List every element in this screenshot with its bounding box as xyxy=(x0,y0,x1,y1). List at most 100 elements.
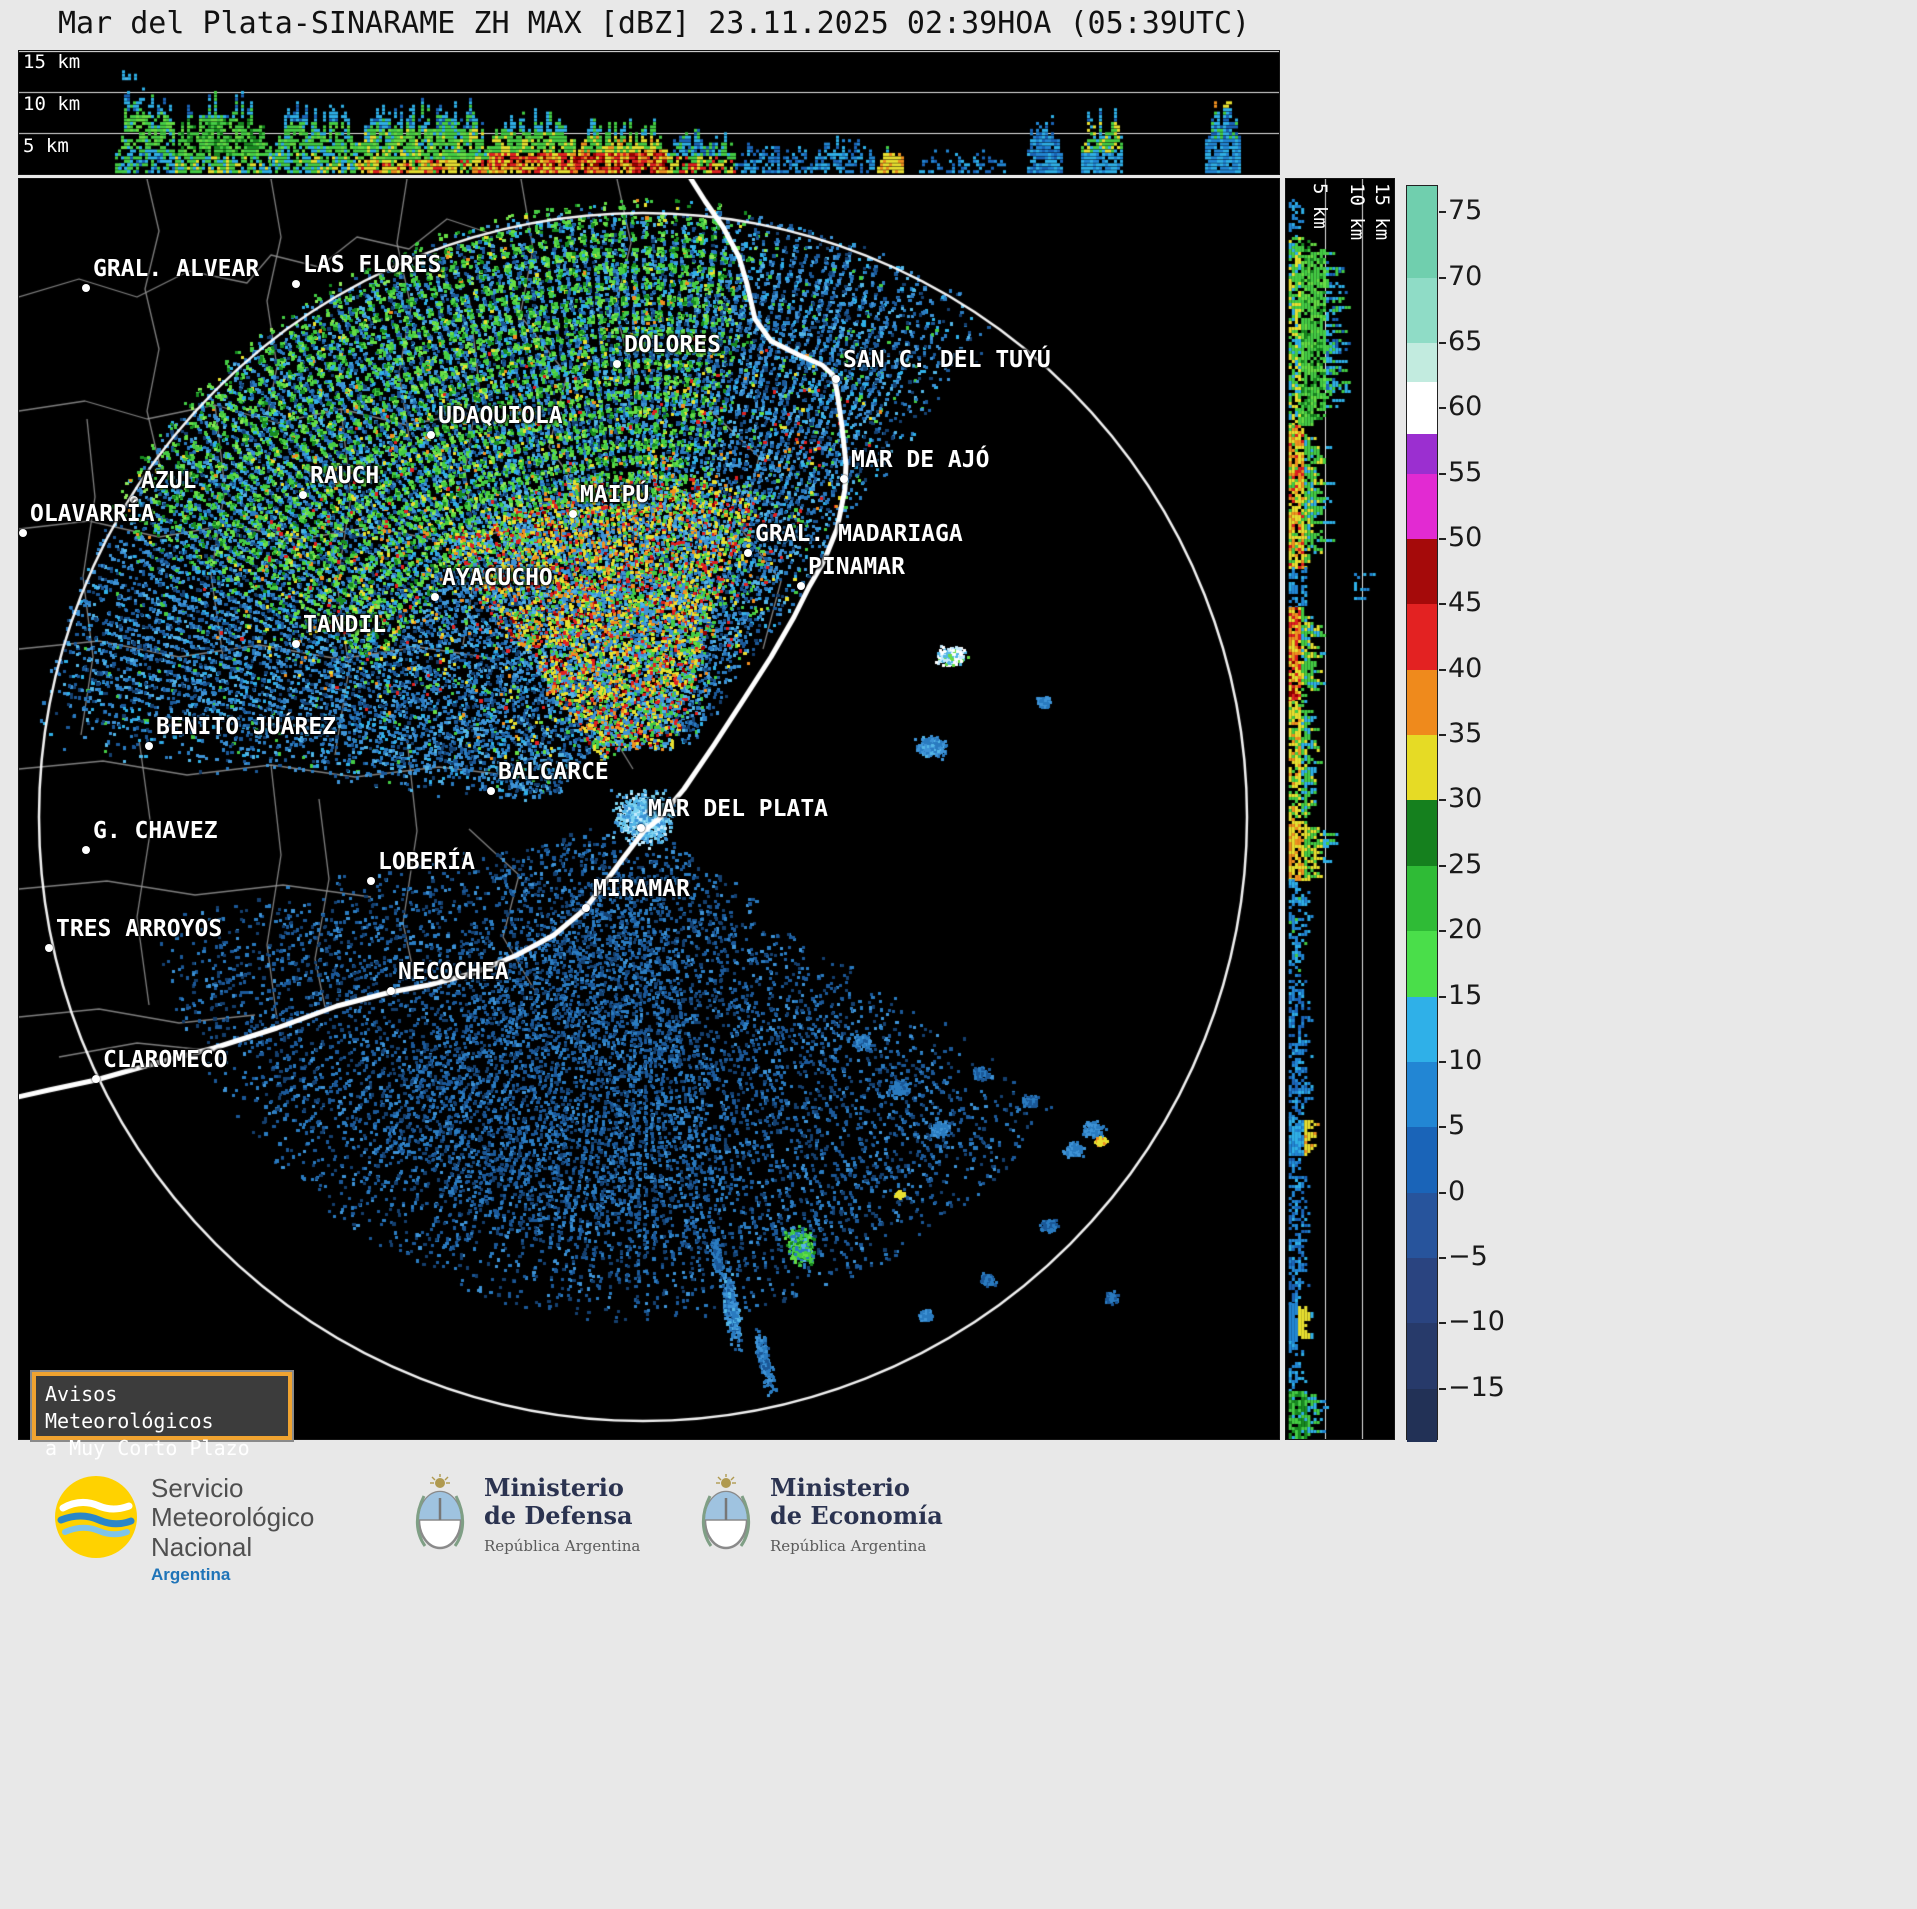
colorbar-tick xyxy=(1439,930,1446,933)
colorbar-tick xyxy=(1439,276,1446,279)
colorbar-tick-label: 35 xyxy=(1448,718,1483,750)
colorbar-segment xyxy=(1407,996,1437,1063)
city-dot xyxy=(145,742,153,750)
city-dot xyxy=(292,280,300,288)
city-label: MIRAMAR xyxy=(593,876,690,902)
colorbar-tick xyxy=(1439,1256,1446,1259)
smn-wordmark: Servicio Meteorológico Nacional Argentin… xyxy=(151,1473,315,1585)
city-dot xyxy=(19,529,27,537)
city-dot xyxy=(832,375,840,383)
colorbar-segment xyxy=(1407,669,1437,736)
colorbar-tick xyxy=(1439,537,1446,540)
city-label: AYACUCHO xyxy=(442,565,553,591)
colorbar-segment xyxy=(1407,1127,1437,1194)
colorbar-tick xyxy=(1439,1191,1446,1194)
dbz-colorbar xyxy=(1406,185,1446,1442)
colorbar-tick-label: 50 xyxy=(1448,521,1483,553)
colorbar-tick-label: 20 xyxy=(1448,914,1483,946)
dbz-colorbar-ticks: 75 70 65 60 55 50 45 40 35 30 25 20 15 10 5 0 −5 −10 −15 xyxy=(1448,185,1538,1445)
colorbar-tick-label: 55 xyxy=(1448,456,1483,488)
coat-of-arms-icon xyxy=(415,1474,465,1550)
colorbar-tick-label: 60 xyxy=(1448,391,1483,423)
city-label: TRES ARROYOS xyxy=(56,916,223,942)
colorbar-tick xyxy=(1439,864,1446,867)
alert-banner-line1: Avisos Meteorológicos xyxy=(45,1382,214,1433)
city-dot xyxy=(569,510,577,518)
city-dot xyxy=(45,944,53,952)
colorbar-segment xyxy=(1407,931,1437,998)
colorbar-tick-label: 0 xyxy=(1448,1175,1466,1207)
colorbar-tick-label: 30 xyxy=(1448,783,1483,815)
city-label: GRAL. MADARIAGA xyxy=(755,521,963,547)
colorbar-tick xyxy=(1439,341,1446,344)
right-axis-label-15km: 15 km xyxy=(1371,183,1393,241)
city-dot xyxy=(92,1075,100,1083)
alert-banner-line2: a Muy Corto Plazo xyxy=(45,1436,250,1460)
colorbar-tick-label: 65 xyxy=(1448,325,1483,357)
colorbar-segment xyxy=(1407,1257,1437,1324)
top-axis-label-5km: 5 km xyxy=(23,135,69,157)
defensa-line1: Ministerio xyxy=(484,1473,624,1502)
defensa-line2: de Defensa xyxy=(484,1501,633,1531)
colorbar-segment xyxy=(1407,1192,1437,1259)
colorbar-tick-label: 75 xyxy=(1448,195,1483,227)
smn-line1: Servicio xyxy=(151,1473,244,1503)
smn-line2: Meteorológico xyxy=(151,1502,315,1533)
alert-banner: Avisos Meteorológicos a Muy Corto Plazo xyxy=(32,1372,292,1460)
colorbar-segment xyxy=(1407,800,1437,867)
colorbar-segment xyxy=(1407,1061,1437,1128)
colorbar-segment xyxy=(1407,1388,1437,1442)
top-cross-section-canvas xyxy=(19,51,1279,174)
city-label: LAS FLORES xyxy=(303,252,442,278)
city-label: MAR DEL PLATA xyxy=(648,796,829,822)
city-dot xyxy=(82,846,90,854)
footer: Servicio Meteorológico Nacional Argentin… xyxy=(0,1462,1917,1662)
colorbar-segment xyxy=(1407,735,1437,802)
city-label: GRAL. ALVEAR xyxy=(93,256,260,282)
smn-logo-block: Servicio Meteorológico Nacional Argentin… xyxy=(53,1473,315,1585)
smn-country: Argentina xyxy=(151,1565,231,1585)
colorbar-tick-label: −5 xyxy=(1448,1240,1488,1272)
economia-line1: Ministerio xyxy=(770,1473,910,1502)
colorbar-tick xyxy=(1439,472,1446,475)
city-label: UDAQUIOLA xyxy=(438,403,563,429)
city-dot xyxy=(613,360,621,368)
city-label: NECOCHEA xyxy=(398,959,509,985)
city-dot xyxy=(744,549,752,557)
colorbar-tick-label: 10 xyxy=(1448,1044,1483,1076)
city-dot xyxy=(82,284,90,292)
city-label: G. CHAVEZ xyxy=(93,818,218,844)
economia-sub: República Argentina xyxy=(770,1536,927,1555)
city-label: BENITO JUÁREZ xyxy=(156,714,337,740)
city-dot xyxy=(130,496,138,504)
colorbar-tick-label: −15 xyxy=(1448,1371,1505,1403)
defensa-sub: República Argentina xyxy=(484,1536,641,1555)
page-title: Mar del Plata-SINARAME ZH MAX [dBZ] 23.1… xyxy=(58,6,1251,41)
city-dot xyxy=(292,640,300,648)
right-cross-section-canvas xyxy=(1286,179,1394,1439)
city-dot xyxy=(487,787,495,795)
colorbar-segment xyxy=(1407,382,1437,435)
defensa-logo-block: Ministerio de Defensa República Argentin… xyxy=(412,1473,641,1556)
city-label: LOBERÍA xyxy=(378,849,475,875)
city-dot xyxy=(840,475,848,483)
colorbar-segment xyxy=(1407,342,1437,383)
city-dot xyxy=(797,582,805,590)
colorbar-tick xyxy=(1439,734,1446,737)
colorbar-tick xyxy=(1439,1060,1446,1063)
city-dot xyxy=(387,987,395,995)
city-dot xyxy=(431,593,439,601)
colorbar-tick xyxy=(1439,668,1446,671)
right-cross-section-panel: 5 km 10 km 15 km xyxy=(1285,178,1395,1440)
coat-of-arms-icon xyxy=(701,1474,751,1550)
city-label: DOLORES xyxy=(624,332,721,358)
top-axis-label-10km: 10 km xyxy=(23,93,81,115)
city-label: SAN C. DEL TUYÚ xyxy=(843,347,1051,373)
defensa-wordmark: Ministerio de Defensa República Argentin… xyxy=(484,1473,641,1555)
colorbar-segment xyxy=(1407,865,1437,932)
city-label: RAUCH xyxy=(310,463,380,489)
top-axis-label-15km: 15 km xyxy=(23,51,81,73)
city-label: MAIPÚ xyxy=(580,482,650,508)
colorbar-segment xyxy=(1407,538,1437,605)
